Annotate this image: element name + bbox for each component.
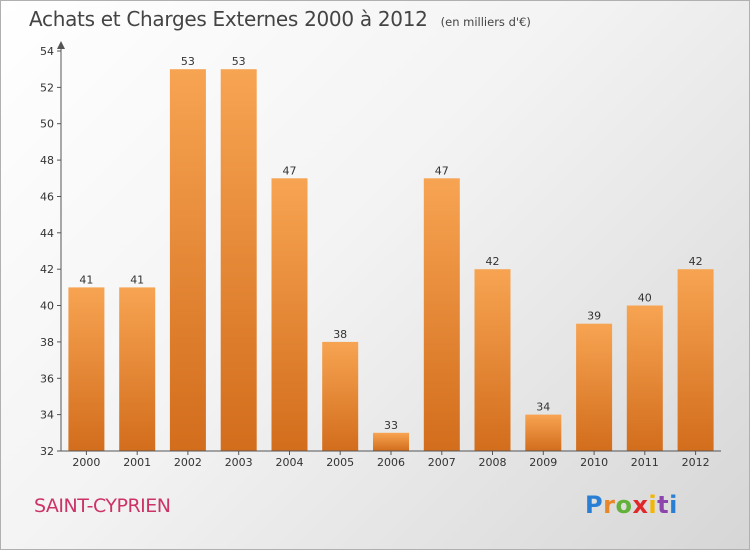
data-label: 42 bbox=[689, 255, 703, 268]
y-tick-label: 42 bbox=[40, 263, 54, 276]
logo-letter: o bbox=[615, 491, 633, 519]
logo-letter: i bbox=[669, 491, 678, 519]
y-tick-label: 34 bbox=[40, 409, 54, 422]
x-tick-label: 2004 bbox=[276, 456, 304, 469]
x-tick-label: 2002 bbox=[174, 456, 202, 469]
y-tick-label: 36 bbox=[40, 372, 54, 385]
bar bbox=[220, 69, 257, 451]
logo-letter: P bbox=[585, 491, 604, 519]
bar bbox=[169, 69, 206, 451]
data-label: 41 bbox=[79, 273, 93, 286]
x-tick-label: 2006 bbox=[377, 456, 405, 469]
proxiti-logo: Proxiti bbox=[585, 491, 678, 519]
data-label: 47 bbox=[435, 164, 449, 177]
bar bbox=[474, 269, 511, 451]
y-tick-label: 50 bbox=[40, 118, 54, 131]
bar bbox=[677, 269, 714, 451]
y-tick-label: 40 bbox=[40, 300, 54, 313]
data-label: 39 bbox=[587, 310, 601, 323]
x-tick-label: 2007 bbox=[428, 456, 456, 469]
y-tick-label: 38 bbox=[40, 336, 54, 349]
data-label: 40 bbox=[638, 292, 652, 305]
bar bbox=[626, 305, 663, 451]
y-tick-label: 32 bbox=[40, 445, 54, 458]
bar bbox=[271, 178, 308, 452]
town-name: SAINT-CYPRIEN bbox=[34, 495, 171, 517]
chart-title: Achats et Charges Externes 2000 à 2012 bbox=[29, 7, 428, 31]
data-label: 53 bbox=[232, 55, 246, 68]
y-tick-label: 46 bbox=[40, 191, 54, 204]
bar bbox=[119, 287, 156, 451]
y-axis-arrow bbox=[57, 41, 65, 49]
y-tick-label: 48 bbox=[40, 154, 54, 167]
x-tick-label: 2008 bbox=[479, 456, 507, 469]
y-tick-label: 54 bbox=[40, 45, 54, 58]
logo-letter: r bbox=[603, 491, 616, 519]
x-tick-label: 2012 bbox=[682, 456, 710, 469]
bar bbox=[423, 178, 460, 452]
data-label: 41 bbox=[130, 273, 144, 286]
bars-group: 41 41 53 53 47 38 33 47 42 34 39 40 42 bbox=[68, 55, 714, 452]
x-tick-label: 2000 bbox=[72, 456, 100, 469]
bar bbox=[576, 323, 613, 451]
title-row: Achats et Charges Externes 2000 à 2012 (… bbox=[29, 7, 531, 31]
data-label: 33 bbox=[384, 419, 398, 432]
bar bbox=[322, 341, 359, 451]
data-label: 42 bbox=[486, 255, 500, 268]
x-tick-label: 2009 bbox=[529, 456, 557, 469]
x-tick-label: 2001 bbox=[123, 456, 151, 469]
data-label: 38 bbox=[333, 328, 347, 341]
x-tick-label: 2003 bbox=[225, 456, 253, 469]
x-tick-label: 2011 bbox=[631, 456, 659, 469]
x-tick-label: 2005 bbox=[326, 456, 354, 469]
bar bbox=[373, 432, 409, 451]
logo-letter: t bbox=[657, 491, 670, 519]
chart-unit-label: (en milliers d'€) bbox=[440, 15, 531, 29]
y-tick-label: 44 bbox=[40, 227, 54, 240]
data-label: 34 bbox=[536, 401, 550, 414]
logo-letter: i bbox=[648, 491, 658, 519]
y-tick-label: 52 bbox=[40, 81, 54, 94]
bar bbox=[525, 414, 562, 451]
data-label: 47 bbox=[283, 164, 297, 177]
bar bbox=[68, 287, 105, 451]
logo-letter: x bbox=[632, 491, 649, 519]
data-label: 53 bbox=[181, 55, 195, 68]
x-tick-label: 2010 bbox=[580, 456, 608, 469]
axes-group: 2000 2001 2002 2003 2004 2005 2006 2007 2008 2009… bbox=[40, 41, 721, 469]
